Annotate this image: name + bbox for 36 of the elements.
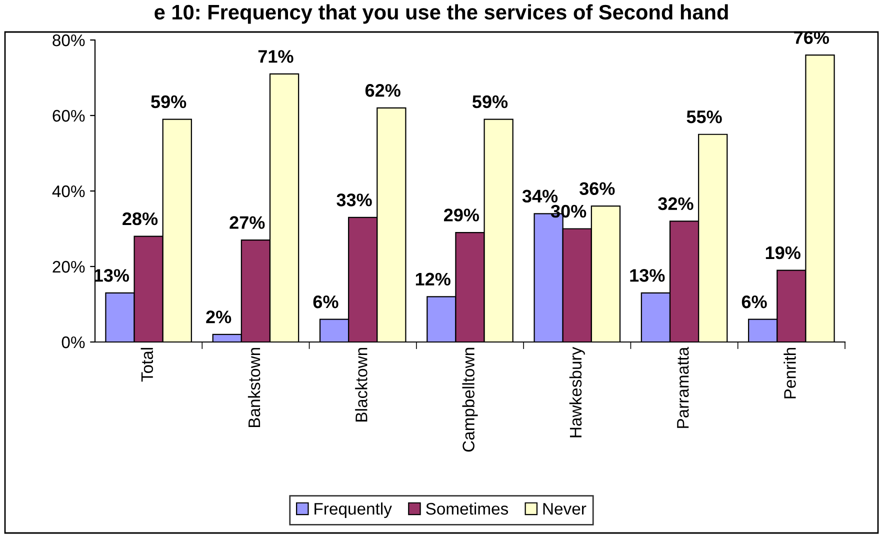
chart-title: e 10: Frequency that you use the services of Second hand: [154, 4, 728, 24]
x-tick-label: Blacktown: [355, 348, 368, 422]
legend-label: Never: [543, 503, 586, 515]
data-label: 28%: [122, 212, 158, 226]
x-tick-label: Penrith: [784, 348, 796, 398]
data-label: 6%: [313, 295, 338, 308]
data-label: 29%: [444, 208, 480, 222]
legend-label: Frequently: [314, 502, 392, 518]
data-label: 71%: [258, 50, 294, 63]
data-label: 27%: [230, 216, 265, 229]
x-tick-label: Total: [140, 348, 154, 382]
data-label: 59%: [472, 95, 508, 108]
x-tick-label: Parramatta: [677, 346, 689, 428]
data-label: 34%: [522, 190, 558, 203]
data-label: 36%: [579, 182, 615, 196]
y-tick-label: 80%: [52, 34, 85, 46]
data-label: 19%: [766, 246, 800, 260]
y-tick-label: 60%: [52, 110, 85, 122]
data-label: 59%: [151, 95, 186, 108]
y-tick-label: 0%: [62, 336, 85, 348]
y-tick-label: 20%: [52, 260, 85, 273]
data-label: 12%: [416, 272, 450, 286]
data-label: 32%: [658, 197, 694, 210]
x-tick-label: Bankstown: [248, 348, 260, 428]
data-label: 62%: [365, 84, 400, 97]
data-label: 55%: [686, 110, 722, 124]
data-label: 13%: [630, 269, 665, 282]
data-label: 13%: [94, 269, 130, 282]
data-label: 33%: [336, 194, 372, 206]
x-tick-label: Campbelltown: [462, 348, 478, 452]
y-tick-label: 40%: [52, 185, 85, 198]
data-label: 6%: [742, 295, 767, 308]
legend-label: Sometimes: [426, 502, 508, 515]
data-label: 2%: [206, 310, 232, 324]
data-label: 30%: [550, 204, 586, 218]
x-tick-label: Hawkesbury: [569, 346, 585, 438]
